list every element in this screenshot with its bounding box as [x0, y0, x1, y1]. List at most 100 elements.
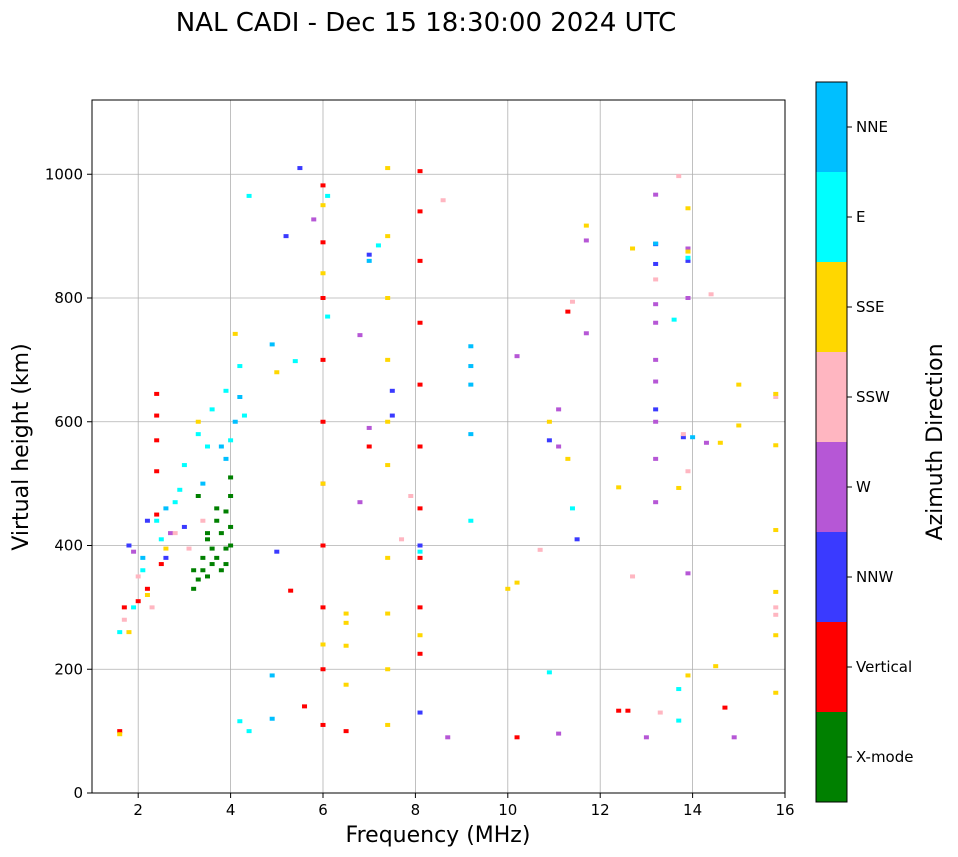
data-point — [583, 223, 589, 228]
data-point — [223, 456, 229, 461]
x-tick-label: 14 — [683, 801, 702, 819]
data-point — [181, 524, 187, 529]
data-point — [385, 611, 391, 616]
data-point — [154, 512, 160, 517]
data-point — [385, 166, 391, 171]
data-point — [209, 546, 215, 551]
data-point — [168, 531, 174, 536]
data-point — [223, 388, 229, 393]
data-point — [717, 440, 723, 445]
data-point — [653, 357, 659, 362]
data-point — [223, 562, 229, 567]
data-point — [408, 494, 414, 498]
data-point — [630, 246, 636, 251]
data-point — [274, 549, 280, 554]
colorbar-tick-label: NNE — [856, 118, 888, 136]
data-point — [389, 413, 395, 418]
data-point — [135, 599, 141, 604]
data-points — [117, 166, 779, 740]
data-point — [205, 444, 210, 449]
plot-frame — [91, 99, 786, 794]
data-point — [154, 518, 160, 523]
data-point — [163, 546, 169, 551]
data-point — [468, 432, 474, 437]
data-point — [228, 543, 234, 548]
y-tick-label: 400 — [54, 537, 83, 555]
data-point — [195, 494, 201, 498]
data-point — [546, 438, 552, 443]
data-point — [713, 664, 719, 669]
colorbar-tick-label: E — [856, 208, 865, 226]
data-point — [676, 687, 682, 692]
data-point — [191, 586, 197, 591]
x-axis-ticks: 2 4 6 8 10 12 14 16 — [133, 793, 795, 819]
data-point — [653, 456, 659, 461]
data-point — [121, 617, 127, 622]
data-point — [385, 555, 391, 560]
data-point — [158, 562, 164, 567]
data-point — [200, 518, 206, 523]
data-point — [468, 518, 474, 523]
data-point — [630, 574, 636, 579]
data-point — [366, 252, 372, 257]
data-point — [200, 555, 206, 560]
data-point — [288, 588, 294, 593]
data-point — [154, 391, 160, 396]
data-point — [671, 317, 677, 322]
data-point — [708, 292, 714, 297]
data-point — [195, 419, 201, 424]
series-vertical — [117, 169, 728, 740]
data-point — [209, 562, 215, 567]
data-point — [685, 469, 691, 474]
data-point — [546, 419, 552, 424]
data-point — [385, 463, 391, 468]
data-point — [223, 546, 229, 551]
y-tick-label: 1000 — [45, 165, 83, 183]
data-point — [676, 718, 682, 723]
data-point — [343, 682, 349, 687]
data-point — [685, 296, 691, 300]
series-w — [131, 192, 737, 740]
data-point — [320, 543, 326, 548]
data-point — [135, 574, 141, 579]
data-point — [417, 555, 423, 560]
data-point — [773, 528, 779, 533]
chart-title: NAL CADI - Dec 15 18:30:00 2024 UTC — [176, 8, 676, 38]
y-axis-label: Virtual height (km) — [9, 343, 34, 550]
data-point — [117, 732, 123, 737]
series-nnw — [126, 166, 691, 715]
data-point — [773, 395, 779, 399]
data-point — [144, 586, 150, 591]
data-point — [357, 500, 363, 505]
data-point — [140, 555, 146, 560]
data-point — [214, 518, 220, 523]
data-point — [144, 593, 150, 597]
data-point — [218, 568, 224, 573]
data-point — [269, 716, 275, 721]
x-tick-label: 4 — [226, 801, 236, 819]
data-point — [680, 435, 686, 440]
data-point — [385, 357, 391, 362]
data-point — [653, 320, 659, 325]
data-point — [514, 354, 520, 359]
data-point — [121, 605, 127, 610]
data-point — [574, 537, 580, 542]
data-point — [685, 249, 691, 254]
data-point — [417, 549, 423, 554]
data-point — [417, 169, 423, 174]
data-point — [366, 444, 372, 449]
data-point — [154, 413, 160, 418]
data-point — [214, 506, 220, 511]
data-point — [556, 444, 562, 449]
data-point — [417, 543, 423, 548]
x-tick-label: 16 — [775, 801, 794, 819]
data-point — [653, 419, 659, 424]
data-point — [773, 612, 779, 617]
data-point — [274, 370, 280, 375]
data-point — [703, 440, 709, 445]
data-point — [177, 487, 183, 492]
data-point — [320, 722, 326, 727]
data-point — [445, 735, 451, 740]
data-point — [269, 673, 275, 678]
data-point — [205, 537, 210, 542]
